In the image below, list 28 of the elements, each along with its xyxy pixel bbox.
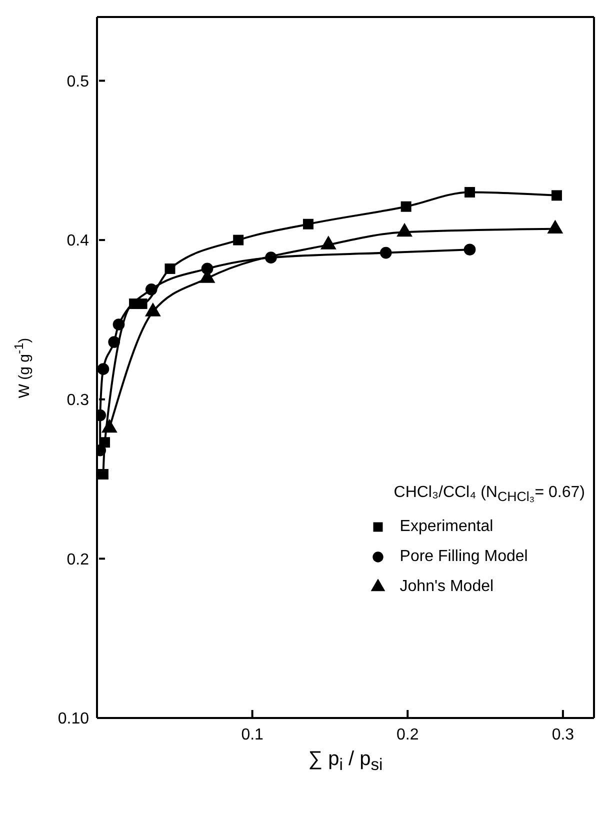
point xyxy=(380,246,392,259)
x-tick-label: 0.3 xyxy=(552,726,574,744)
y-tick-label: 0.2 xyxy=(66,551,90,568)
point xyxy=(233,234,244,246)
point xyxy=(98,469,108,480)
legend-label: Experimental xyxy=(398,517,494,538)
x-tick-label: 0.2 xyxy=(396,726,419,744)
point xyxy=(164,263,176,274)
point xyxy=(108,336,120,348)
point xyxy=(464,244,476,256)
point xyxy=(302,218,314,230)
point xyxy=(400,201,412,212)
point xyxy=(464,187,475,198)
x-axis-title: ∑ p$_{i}$ / p$_{si}$ xyxy=(308,748,383,774)
y-tick-label: 0.3 xyxy=(66,392,90,410)
y-tick-label: 0.5 xyxy=(66,73,90,90)
legend-title: CHCl₃/CCl₄ (N$_{CHCl₃}$= 0.67) xyxy=(394,484,585,504)
x-tick-label: 0.1 xyxy=(241,726,264,744)
point xyxy=(112,318,125,330)
y-tick-label: 0.10 xyxy=(58,710,90,728)
legend-label: Pore Filling Model xyxy=(398,547,529,568)
y-tick-label: 0.4 xyxy=(66,232,90,250)
point xyxy=(97,363,110,375)
point xyxy=(136,298,148,310)
point xyxy=(145,284,158,296)
point xyxy=(265,252,277,264)
legend-label: John's Model xyxy=(398,577,495,598)
point xyxy=(551,190,562,201)
